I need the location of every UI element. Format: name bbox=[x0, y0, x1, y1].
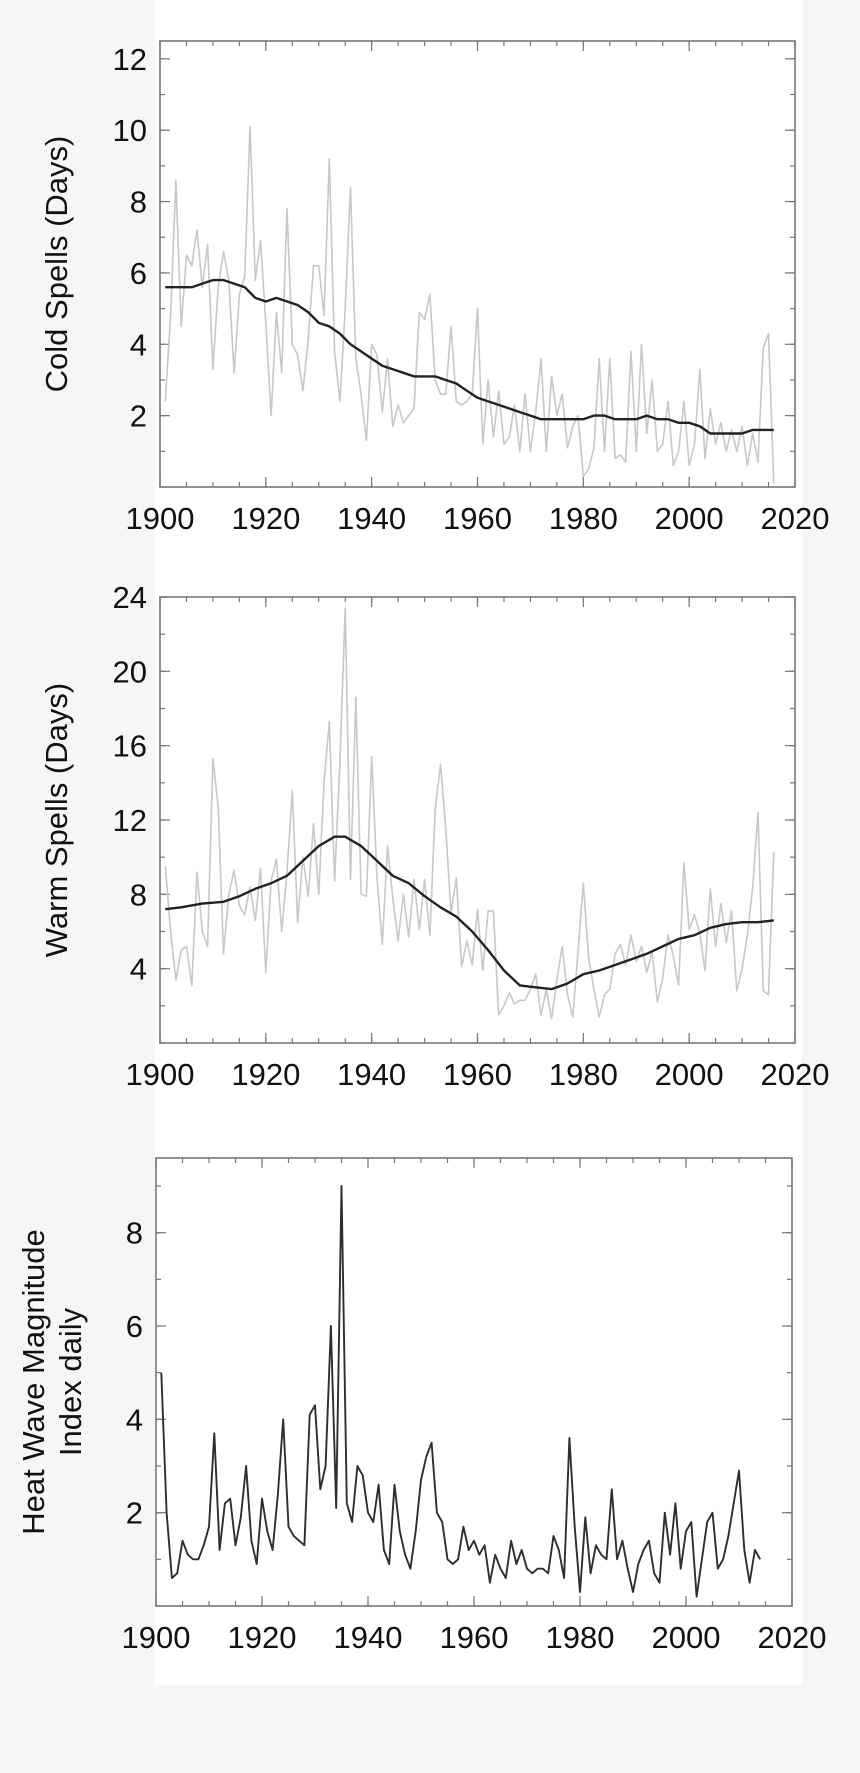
x-tick-label: 2000 bbox=[652, 1620, 721, 1655]
x-tick-label: 1900 bbox=[126, 1057, 195, 1092]
x-tick-label: 1920 bbox=[231, 1057, 300, 1092]
y-tick-label: 16 bbox=[113, 729, 147, 764]
panel-background bbox=[155, 555, 802, 1110]
trend-series-line bbox=[165, 278, 774, 435]
y-tick-label: 4 bbox=[130, 952, 147, 987]
plot-frame bbox=[155, 1157, 793, 1607]
x-tick-label: 2020 bbox=[761, 1057, 830, 1092]
y-tick-label: 24 bbox=[113, 580, 147, 615]
y-tick-label: 4 bbox=[126, 1402, 143, 1437]
plot-frame bbox=[159, 596, 796, 1044]
panel-background bbox=[155, 1110, 802, 1685]
x-tick-label: 2020 bbox=[758, 1620, 827, 1655]
y-tick-label: 2 bbox=[126, 1496, 143, 1531]
x-tick-label: 1940 bbox=[337, 1057, 406, 1092]
x-tick-label: 2020 bbox=[761, 501, 830, 536]
y-tick-label: 10 bbox=[113, 113, 147, 148]
panel-background bbox=[155, 0, 802, 555]
y-tick-label: 6 bbox=[126, 1309, 143, 1344]
x-tick-label: 1920 bbox=[228, 1620, 297, 1655]
y-tick-label: 2 bbox=[130, 399, 147, 434]
y-tick-label: 6 bbox=[130, 256, 147, 291]
y-axis-title: Warm Spells (Days) bbox=[39, 683, 74, 957]
y-tick-label: 20 bbox=[113, 654, 147, 689]
x-tick-label: 1980 bbox=[549, 1057, 618, 1092]
x-tick-label: 1980 bbox=[546, 1620, 615, 1655]
x-tick-label: 1960 bbox=[440, 1620, 509, 1655]
x-tick-label: 1900 bbox=[126, 501, 195, 536]
x-tick-label: 1920 bbox=[231, 501, 300, 536]
y-tick-label: 8 bbox=[130, 877, 147, 912]
x-tick-label: 2000 bbox=[655, 1057, 724, 1092]
y-axis-title-line: Index daily bbox=[53, 1307, 88, 1456]
trend-series-line bbox=[165, 835, 774, 991]
x-tick-label: 1980 bbox=[549, 501, 618, 536]
x-tick-label: 1960 bbox=[443, 501, 512, 536]
x-tick-label: 1960 bbox=[443, 1057, 512, 1092]
heat-wave-magnitude-chart: 1900 1920 1940 1960 1980 2000 2020 2 4 6 8 Heat Wav… bbox=[16, 1110, 826, 1685]
y-tick-label: 8 bbox=[126, 1216, 143, 1251]
cold-spells-chart: 1900 1920 1940 1960 1980 2000 2020 2 4 6 8 10 12 Cold… bbox=[39, 0, 829, 555]
y-axis-title: Cold Spells (Days) bbox=[39, 136, 74, 393]
x-tick-label: 2000 bbox=[655, 501, 724, 536]
annual-series-line bbox=[164, 125, 775, 484]
y-tick-label: 8 bbox=[130, 185, 147, 220]
y-tick-label: 4 bbox=[130, 327, 147, 362]
y-axis-title-line: Heat Wave Magnitude bbox=[16, 1229, 51, 1535]
warm-spells-chart: 1900 1920 1940 1960 1980 2000 2020 4 8 12 16 20 24 Wa… bbox=[39, 555, 829, 1110]
plot-frame bbox=[159, 40, 796, 488]
y-tick-label: 12 bbox=[113, 42, 147, 77]
y-tick-label: 12 bbox=[113, 803, 147, 838]
x-tick-label: 1940 bbox=[334, 1620, 403, 1655]
x-tick-label: 1900 bbox=[122, 1620, 191, 1655]
x-tick-label: 1940 bbox=[337, 501, 406, 536]
annual-series-line bbox=[164, 607, 775, 1020]
hwmid-series-line bbox=[160, 1185, 762, 1598]
